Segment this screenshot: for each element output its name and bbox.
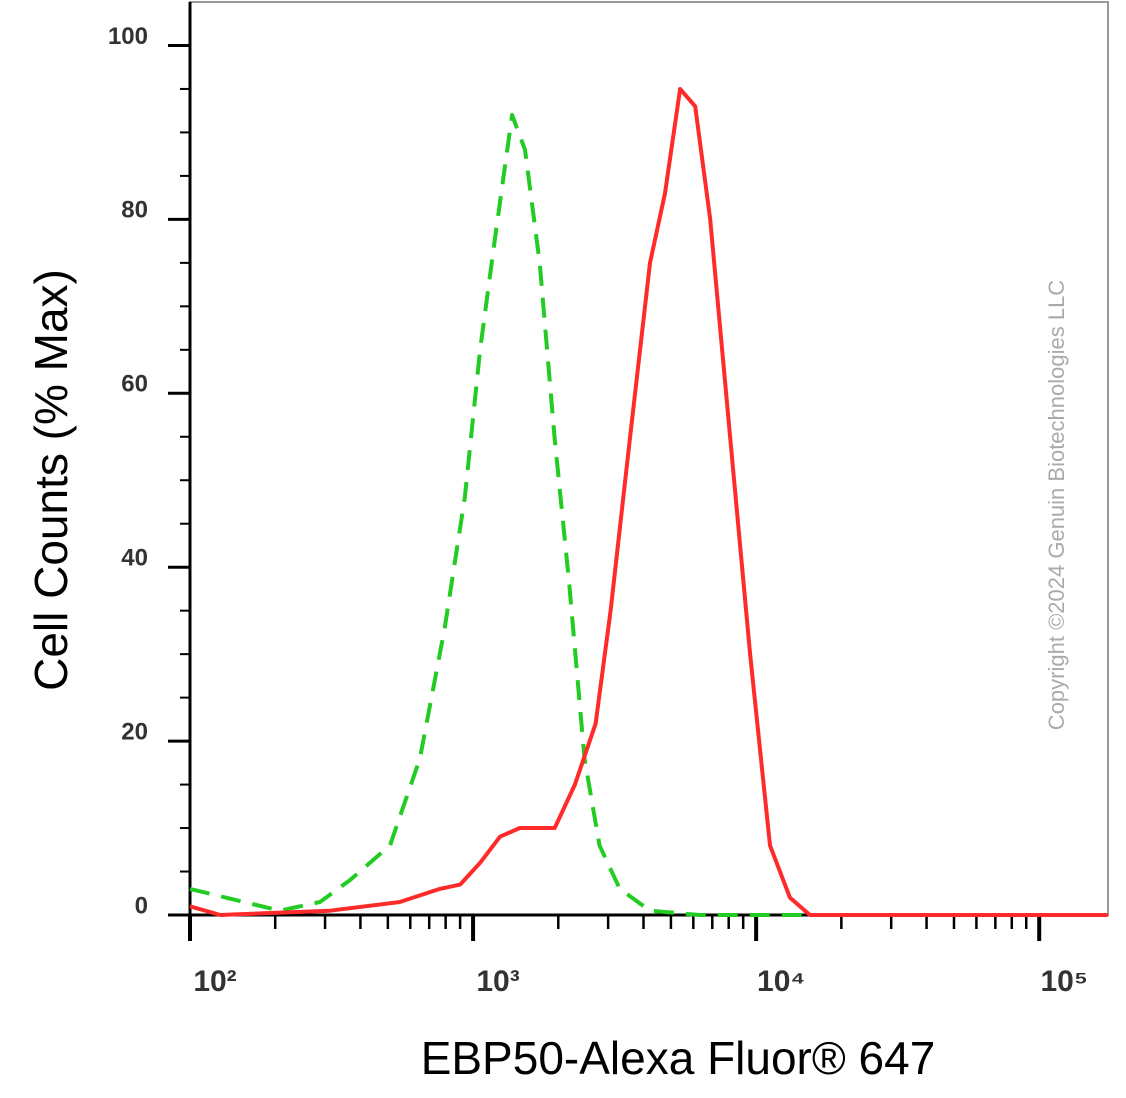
x-tick-label: 10² [193,965,236,998]
y-tick-label: 80 [121,197,148,224]
histogram-line [189,87,1108,917]
y-tick-label: 100 [108,23,148,50]
y-axis-title: Cell Counts (% Max) [25,269,77,691]
x-tick-label: 10⁴ [757,965,805,998]
y-tick-label: 40 [121,545,148,572]
plot-frame [189,1,1109,916]
y-tick-label: 20 [121,718,148,745]
histogram-line [189,113,1108,917]
x-tick-label: 10³ [476,965,519,998]
x-axis-title: EBP50-Alexa Fluor® 647 [421,1032,936,1084]
y-tick-label: 60 [121,371,148,398]
y-tick-label: 0 [135,892,148,919]
x-tick-label: 10⁵ [1040,965,1087,998]
watermark: Copyright ©2024 Genuin Biotechnologies L… [1044,280,1069,731]
